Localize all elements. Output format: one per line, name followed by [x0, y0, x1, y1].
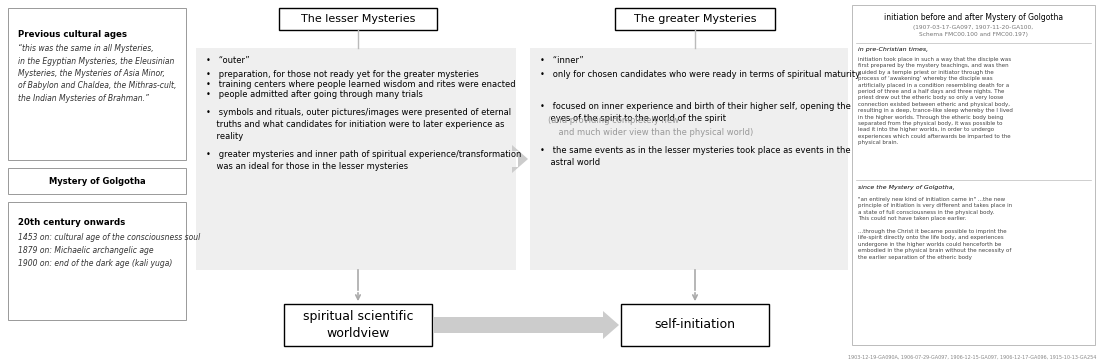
Text: Mystery of Golgotha: Mystery of Golgotha — [48, 177, 145, 186]
Text: (1907-03-17-GA097, 1907-11-20-GA100,
Schema FMC00.100 and FMC00.197): (1907-03-17-GA097, 1907-11-20-GA100, Sch… — [913, 25, 1034, 37]
Text: •   symbols and rituals, outer pictures/images were presented of eternal
    tru: • symbols and rituals, outer pictures/im… — [206, 108, 512, 141]
Text: 1453 on: cultural age of the consciousness soul
1879 on: Michaelic archangelic a: 1453 on: cultural age of the consciousne… — [18, 233, 200, 268]
Text: The lesser Mysteries: The lesser Mysteries — [300, 14, 415, 24]
Text: •   “outer”: • “outer” — [206, 56, 250, 65]
Text: •   the same events as in the lesser mysteries took place as events in the
    a: • the same events as in the lesser myste… — [540, 146, 850, 167]
Text: 20th century onwards: 20th century onwards — [18, 218, 125, 227]
Text: initiation took place in such a way that the disciple was
first prepared by the : initiation took place in such a way that… — [858, 57, 1013, 145]
Text: •   training centers where people learned wisdom and rites were enacted: • training centers where people learned … — [206, 80, 516, 89]
Text: •   greater mysteries and inner path of spiritual experience/transformation
    : • greater mysteries and inner path of sp… — [206, 150, 521, 171]
Text: “this was the same in all Mysteries,
in the Egyptian Mysteries, the Eleusinian
M: “this was the same in all Mysteries, in … — [18, 44, 176, 103]
Text: •   focused on inner experience and birth of their higher self, opening the
    : • focused on inner experience and birth … — [540, 102, 851, 123]
Bar — [279, 8, 437, 30]
Text: •   people admitted after going through many trials: • people admitted after going through ma… — [206, 90, 422, 99]
Text: (and providing completely new
    and much wider view than the physical world): (and providing completely new and much w… — [548, 116, 754, 137]
Text: "an entirely new kind of initiation came in" ...the new
principle of initiation : "an entirely new kind of initiation came… — [858, 197, 1012, 260]
Bar — [615, 8, 776, 30]
Bar — [621, 304, 769, 346]
Text: 1903-12-19-GA090A, 1906-07-29-GA097, 1906-12-15-GA097, 1906-12-17-GA096, 1915-10: 1903-12-19-GA090A, 1906-07-29-GA097, 190… — [848, 355, 1096, 360]
Polygon shape — [434, 311, 619, 339]
Text: •   “inner”: • “inner” — [540, 56, 584, 65]
Text: spiritual scientific
worldview: spiritual scientific worldview — [302, 310, 414, 340]
Text: self-initiation: self-initiation — [654, 318, 736, 332]
Bar — [852, 5, 1094, 345]
Text: The greater Mysteries: The greater Mysteries — [634, 14, 757, 24]
Text: since the Mystery of Golgotha,: since the Mystery of Golgotha, — [858, 185, 955, 190]
Bar — [8, 168, 186, 194]
Text: in pre-Christian times,: in pre-Christian times, — [858, 47, 928, 52]
Polygon shape — [512, 145, 528, 173]
Text: Previous cultural ages: Previous cultural ages — [18, 30, 126, 39]
Text: initiation before and after Mystery of Golgotha: initiation before and after Mystery of G… — [884, 13, 1063, 22]
Bar — [284, 304, 432, 346]
Text: •   only for chosen candidates who were ready in terms of spiritual maturity: • only for chosen candidates who were re… — [540, 70, 860, 79]
Bar — [530, 48, 848, 270]
Bar — [196, 48, 516, 270]
Text: •   preparation, for those not ready yet for the greater mysteries: • preparation, for those not ready yet f… — [206, 70, 478, 79]
Bar — [8, 8, 186, 160]
Bar — [8, 202, 186, 320]
